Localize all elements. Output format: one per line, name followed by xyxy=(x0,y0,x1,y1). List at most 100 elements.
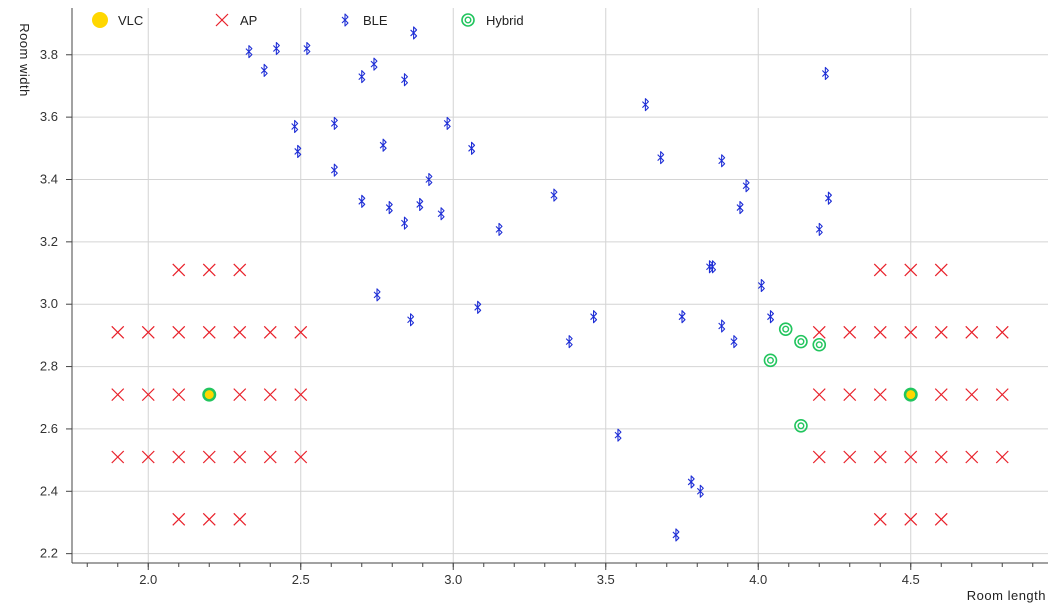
x-tick-label: 3.0 xyxy=(444,572,462,587)
ap-point xyxy=(812,450,826,464)
y-tick-label: 3.8 xyxy=(40,47,58,62)
y-axis-title: Room width xyxy=(17,23,32,97)
ble-point xyxy=(706,260,713,274)
ble-point xyxy=(425,172,433,187)
ble-point xyxy=(718,319,726,333)
ble-point xyxy=(358,70,366,84)
ble-point xyxy=(443,116,451,130)
ap-point xyxy=(965,388,979,402)
ap-point xyxy=(904,325,918,339)
ble-point xyxy=(757,278,765,293)
ap-point xyxy=(873,388,887,402)
ap-point xyxy=(812,388,826,402)
ap-point xyxy=(934,263,948,277)
ble-point xyxy=(821,66,829,81)
ble-point xyxy=(401,73,408,87)
ble-point xyxy=(416,197,424,211)
hybrid-point xyxy=(794,419,808,433)
ble-point xyxy=(330,116,338,130)
ble-point xyxy=(825,191,832,205)
ap-point xyxy=(233,263,247,277)
ap-point xyxy=(263,450,277,464)
y-tick-label: 3.4 xyxy=(40,171,58,186)
ap-point xyxy=(934,325,948,339)
x-tick-label: 2.0 xyxy=(139,572,157,587)
ap-point xyxy=(172,450,186,464)
ap-point xyxy=(202,450,216,464)
ble-point xyxy=(410,26,418,40)
ble-point xyxy=(474,300,482,314)
ap-point xyxy=(172,512,186,526)
ble-point xyxy=(736,201,744,215)
ble-point xyxy=(407,313,415,327)
ble-point xyxy=(815,222,823,236)
ap-point xyxy=(843,325,857,339)
hybrid-point xyxy=(763,353,778,368)
ap-point xyxy=(172,388,186,402)
legend-hybrid-marker xyxy=(461,13,475,27)
x-tick-label: 3.5 xyxy=(597,572,615,587)
ble-point xyxy=(245,45,253,59)
ble-point xyxy=(370,57,378,71)
ap-point xyxy=(202,263,216,277)
hybrid-point xyxy=(794,334,808,349)
ble-point xyxy=(358,194,366,208)
ble-point xyxy=(379,138,387,152)
ap-point xyxy=(202,325,216,339)
ap-point xyxy=(965,325,979,339)
ble-point xyxy=(767,310,774,324)
legend-ap-marker xyxy=(215,13,229,27)
ble-point xyxy=(730,335,738,349)
x-axis-title: Room length xyxy=(967,588,1046,603)
ap-point xyxy=(873,325,887,339)
ble-point xyxy=(468,141,476,155)
data-marks xyxy=(111,26,1009,542)
ap-point xyxy=(934,388,948,402)
legend: VLC AP BLE Hybrid xyxy=(92,12,524,28)
axes: 2.0 2.5 3.0 3.5 4.0 4.5 2.2 2.4 2.6 2.8 3.0 3.2 3.4 3… xyxy=(40,8,1048,587)
ap-point xyxy=(141,450,155,464)
x-tick-label: 4.5 xyxy=(902,572,920,587)
ap-point xyxy=(843,450,857,464)
legend-hybrid-label: Hybrid xyxy=(486,13,524,28)
ble-point xyxy=(385,201,393,215)
ble-point xyxy=(401,216,408,230)
ble-point xyxy=(565,335,573,349)
ap-point xyxy=(995,325,1009,339)
ap-point xyxy=(873,450,887,464)
ap-point xyxy=(294,388,308,402)
ap-point xyxy=(995,450,1009,464)
ap-point xyxy=(141,388,155,402)
ap-point xyxy=(233,450,247,464)
ap-point xyxy=(202,512,216,526)
x-tick-label: 2.5 xyxy=(292,572,310,587)
ap-point xyxy=(111,388,125,402)
ble-point xyxy=(330,163,338,177)
y-tick-label: 3.0 xyxy=(40,296,58,311)
ap-point xyxy=(172,263,186,277)
hybrid-point xyxy=(778,322,793,336)
legend-ble-marker xyxy=(341,13,349,27)
ble-point xyxy=(437,207,445,221)
ap-point xyxy=(294,325,308,339)
legend-vlc-label: VLC xyxy=(118,13,143,28)
legend-ble-label: BLE xyxy=(363,13,388,28)
ap-point xyxy=(904,263,918,277)
vlc-point xyxy=(903,387,918,402)
ap-point xyxy=(233,325,247,339)
ap-point xyxy=(233,388,247,402)
ap-point xyxy=(965,450,979,464)
x-tick-label: 4.0 xyxy=(749,572,767,587)
ap-point xyxy=(995,388,1009,402)
ap-point xyxy=(904,450,918,464)
ap-point xyxy=(934,450,948,464)
y-tick-label: 2.2 xyxy=(40,546,58,561)
ble-point xyxy=(495,222,503,236)
ap-point xyxy=(904,512,918,526)
ap-point xyxy=(111,325,125,339)
y-tick-label: 3.2 xyxy=(40,234,58,249)
ble-point xyxy=(294,144,302,158)
vlc-point xyxy=(202,387,217,402)
ble-point xyxy=(678,310,686,324)
